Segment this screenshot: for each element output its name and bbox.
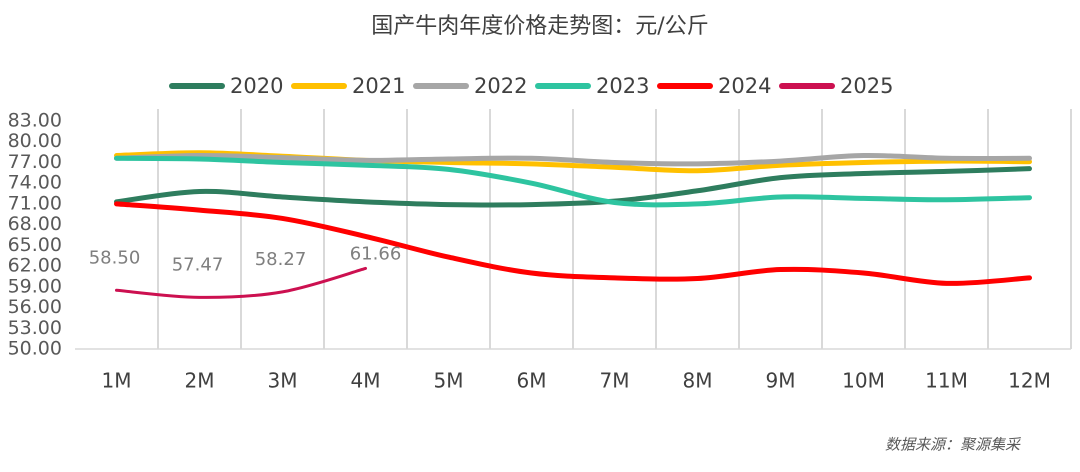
line-series — [114, 152, 1032, 167]
y-tick-label: 71.00 — [8, 192, 62, 214]
legend-label: 2024 — [718, 74, 771, 98]
x-tick-label: 6M — [517, 369, 547, 393]
line-series — [115, 266, 367, 299]
x-tick-label: 2M — [185, 369, 215, 393]
legend-label: 2020 — [230, 74, 283, 98]
line-series — [114, 155, 1032, 208]
x-tick-label: 3M — [268, 369, 298, 393]
x-tick-label: 8M — [683, 369, 713, 393]
line-series — [114, 166, 1032, 208]
y-tick-label: 62.00 — [8, 255, 62, 277]
x-tick-label: 11M — [925, 369, 968, 393]
data-label: 57.47 — [172, 254, 224, 275]
x-tick-label: 1M — [102, 369, 132, 393]
y-tick-label: 77.00 — [8, 151, 62, 173]
x-tick-label: 7M — [600, 369, 630, 393]
source-note: 数据来源：聚源集采 — [885, 436, 1022, 454]
x-tick-label: 4M — [351, 369, 381, 393]
y-tick-label: 80.00 — [8, 130, 62, 152]
line-series — [114, 201, 1032, 286]
y-tick-label: 59.00 — [8, 275, 62, 297]
legend-label: 2021 — [352, 74, 405, 98]
legend-label: 2023 — [596, 74, 649, 98]
y-tick-label: 65.00 — [8, 234, 62, 256]
x-tick-label: 12M — [1008, 369, 1051, 393]
data-label: 61.66 — [350, 243, 402, 264]
x-tick-label: 5M — [434, 369, 464, 393]
data-label: 58.50 — [89, 247, 141, 268]
y-tick-label: 53.00 — [8, 317, 62, 339]
y-tick-label: 50.00 — [8, 338, 62, 360]
y-tick-label: 74.00 — [8, 172, 62, 194]
data-label: 58.27 — [255, 249, 307, 270]
legend-label: 2025 — [840, 74, 893, 98]
y-tick-label: 68.00 — [8, 213, 62, 235]
chart-title: 国产牛肉年度价格走势图：元/公斤 — [371, 14, 708, 39]
legend-label: 2022 — [474, 74, 527, 98]
x-tick-label: 10M — [842, 369, 885, 393]
x-tick-label: 9M — [766, 369, 796, 393]
y-tick-label: 56.00 — [8, 296, 62, 318]
y-tick-label: 83.00 — [8, 110, 62, 132]
